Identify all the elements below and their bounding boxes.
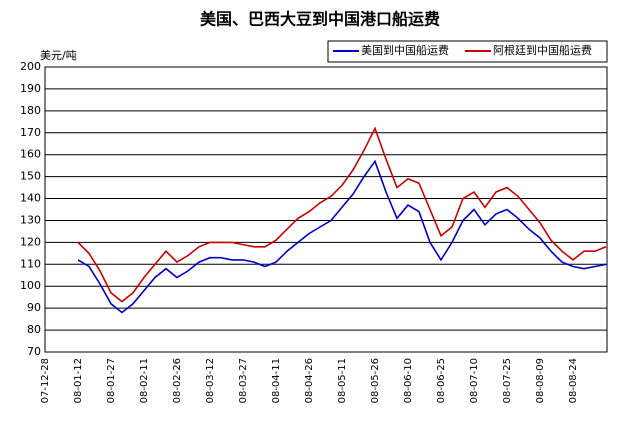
x-tick-label: 08-06-10	[403, 358, 414, 403]
x-tick-label: 08-06-25	[436, 358, 447, 403]
data-line	[77, 126, 607, 303]
x-tick-label: 08-05-26	[370, 358, 381, 403]
x-tick-label: 08-04-26	[304, 358, 315, 403]
y-tick-label: 120	[20, 235, 41, 248]
y-tick-label: 150	[20, 170, 41, 183]
x-tick-label: 08-02-26	[172, 358, 183, 403]
legend-label: 美国到中国船运费	[361, 43, 449, 57]
x-tick-label: 08-01-12	[73, 358, 84, 403]
x-tick-label: 08-08-09	[535, 358, 546, 403]
legend-label: 阿根廷到中国船运费	[493, 43, 592, 57]
y-tick-label: 110	[20, 257, 41, 270]
y-tick-label: 130	[20, 213, 41, 226]
data-line	[77, 159, 607, 314]
y-tick-label: 190	[20, 82, 41, 95]
y-tick-label: 200	[20, 60, 41, 73]
plot-frame	[44, 66, 608, 353]
y-tick-label: 180	[20, 104, 41, 117]
x-tick-label: 08-07-10	[469, 358, 480, 403]
y-tick-label: 90	[27, 301, 41, 314]
x-tick-label: 08-03-27	[238, 358, 249, 403]
x-tick-label: 08-07-25	[502, 358, 513, 403]
x-tick-label: 08-03-12	[205, 358, 216, 403]
y-tick-label: 140	[20, 192, 41, 205]
x-tick-label: 08-02-11	[139, 358, 150, 403]
y-tick-label: 70	[27, 345, 41, 358]
x-tick-label: 08-05-11	[337, 358, 348, 403]
y-axis-label: 美元/吨	[40, 49, 77, 62]
y-tick-label: 160	[20, 148, 41, 161]
x-tick-label: 08-04-11	[271, 358, 282, 403]
y-tick-label: 100	[20, 279, 41, 292]
y-tick-label: 80	[27, 323, 41, 336]
x-tick-label: 07-12-28	[40, 358, 51, 403]
x-tick-label: 08-08-24	[568, 358, 579, 403]
x-tick-label: 08-01-27	[106, 358, 117, 403]
y-tick-label: 170	[20, 126, 41, 139]
chart-title: 美国、巴西大豆到中国港口船运费	[200, 10, 440, 29]
